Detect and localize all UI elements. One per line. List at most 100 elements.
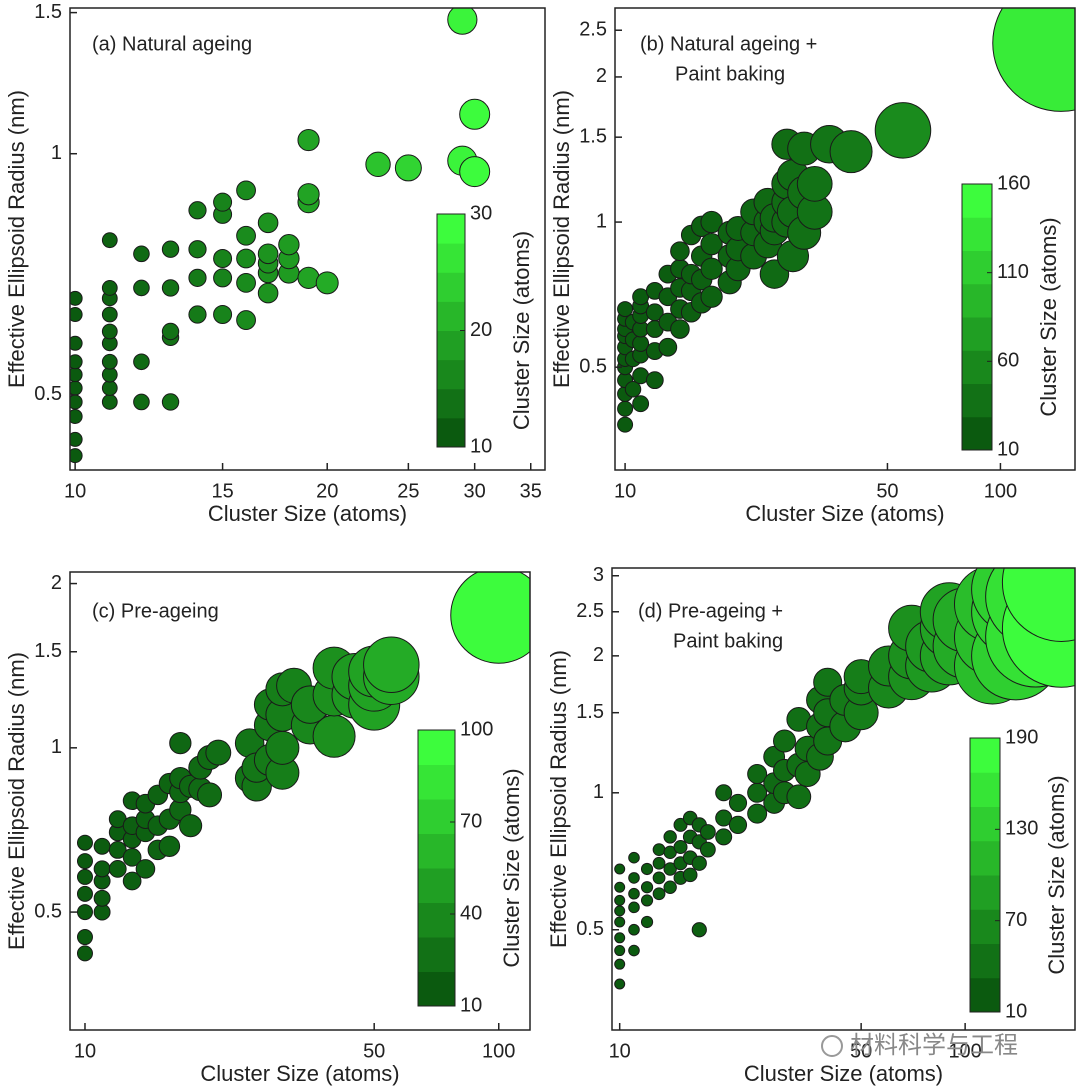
x-tick-label: 35 (520, 480, 542, 502)
colorbar-tick-label: 100 (460, 718, 493, 740)
watermark-text: 材料科学与工程 (850, 1031, 1018, 1059)
colorbar-tick-label: 160 (997, 172, 1030, 194)
colorbar-tick-label: 130 (1005, 818, 1038, 840)
bubble (236, 225, 256, 246)
bubble (70, 307, 83, 323)
bubble (715, 809, 733, 827)
bubble (122, 871, 142, 891)
colorbar-band (437, 243, 465, 273)
colorbar-frame (961, 183, 993, 451)
bubble (312, 714, 356, 758)
bubble (76, 853, 93, 870)
bubble (133, 393, 150, 411)
x-axis-label: Cluster Size (atoms) (208, 501, 407, 526)
bubble (133, 279, 150, 297)
colorbar-band (418, 730, 455, 765)
x-tick-label: 100 (482, 1040, 515, 1062)
panel-title: (d) Pre-ageing + (638, 600, 783, 622)
colorbar-band (437, 301, 465, 331)
bubble (101, 232, 118, 249)
bubble (158, 835, 181, 857)
watermark: 材料科学与工程 (821, 1031, 1018, 1059)
colorbar-band (437, 272, 465, 302)
bubble (700, 232, 723, 256)
panel-title: (b) Natural ageing + (640, 33, 817, 55)
bubble (133, 245, 150, 263)
colorbar-band (970, 909, 1000, 944)
bubble (663, 862, 677, 876)
colorbar-band (970, 738, 1000, 773)
colorbar-band (437, 388, 465, 419)
bubble (93, 837, 111, 855)
colorbar-band (962, 184, 992, 218)
colorbar-band (437, 214, 465, 244)
bubble (773, 729, 797, 753)
bubble (169, 731, 192, 755)
x-tick-label: 50 (363, 1040, 385, 1062)
bubble (188, 268, 207, 287)
panel-title: Paint baking (673, 630, 783, 652)
y-tick-label: 2 (596, 65, 607, 87)
bubble (652, 843, 666, 857)
x-tick-label: 10 (64, 480, 86, 502)
bubble (101, 380, 118, 396)
bubble (645, 303, 664, 322)
y-tick-label: 1.5 (579, 125, 607, 147)
colorbar-band (962, 350, 992, 384)
bubble (459, 156, 491, 188)
bubble (101, 394, 118, 410)
bubble (257, 243, 279, 265)
x-tick-label: 100 (948, 1040, 981, 1062)
colorbar-band (437, 330, 465, 361)
bubble (188, 240, 207, 259)
bubble (670, 241, 690, 262)
bubble (188, 201, 207, 220)
colorbar-band (970, 875, 1000, 910)
plot-frame (69, 571, 531, 1031)
bubble (614, 958, 626, 970)
bubble (108, 859, 127, 878)
colorbar-band (962, 416, 992, 451)
y-tick-label: 1 (593, 781, 604, 803)
colorbar-band (437, 359, 465, 390)
y-tick-label: 0.5 (576, 918, 604, 940)
bubble (213, 249, 233, 269)
y-tick-label: 2 (593, 644, 604, 666)
colorbar-tick-label: 10 (1005, 1000, 1027, 1022)
colorbar-band (970, 977, 1000, 1013)
colorbar-tick-label: 190 (1005, 726, 1038, 748)
bubble (829, 130, 873, 174)
bubble (728, 793, 748, 813)
x-tick-label: 50 (876, 480, 898, 502)
bubble (70, 290, 83, 306)
bubble (691, 855, 707, 871)
bubble (699, 824, 716, 840)
bubble (747, 803, 768, 824)
plot-frame (611, 567, 1076, 1031)
panel: 10 50 100 0.5 1 1.5 2 2.5 Cluster Size (atoms) Ef… (549, 7, 1076, 526)
y-axis-label: Effective Ellipsoid Radius (nm) (4, 90, 29, 388)
points (617, 8, 1075, 433)
points (76, 572, 530, 962)
colorbar-tick-label: 60 (997, 350, 1019, 372)
bubble (450, 572, 530, 664)
bubble (135, 859, 156, 879)
bubble (188, 305, 207, 324)
colorbar-tick-label: 70 (1005, 909, 1027, 931)
x-tick-label: 20 (316, 480, 338, 502)
plot-frame (614, 7, 1076, 471)
bubble (236, 272, 256, 293)
colorbar-band (437, 417, 465, 448)
colorbar-band (418, 764, 455, 800)
y-axis-label: Effective Ellipsoid Radius (nm) (546, 650, 571, 948)
y-tick-label: 0.5 (34, 900, 62, 922)
colorbar-band (418, 833, 455, 869)
bubble (632, 395, 650, 413)
bubble (614, 945, 626, 957)
colorbar-band (962, 217, 992, 251)
bubble (700, 285, 723, 308)
bubble (447, 8, 478, 35)
bubble (628, 851, 640, 864)
bubble (236, 180, 256, 201)
bubble (363, 636, 420, 693)
